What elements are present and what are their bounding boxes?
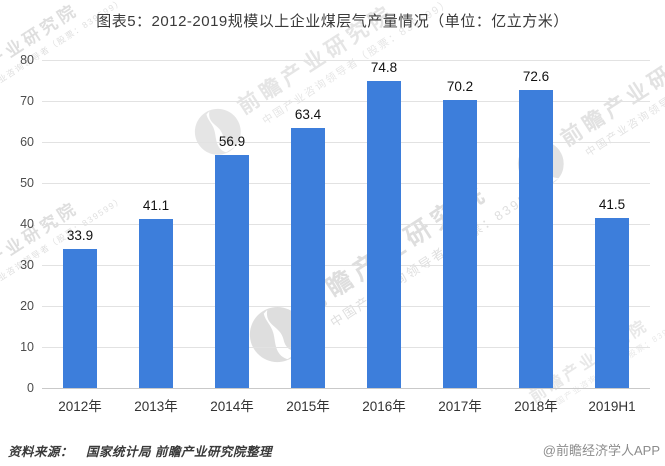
bar-value-label: 74.8 bbox=[370, 60, 398, 76]
gridline bbox=[42, 265, 650, 266]
x-axis-tick-label: 2013年 bbox=[134, 399, 178, 414]
bar-2013年 bbox=[139, 219, 173, 388]
bar-value-label: 63.4 bbox=[294, 107, 322, 123]
bar-value-label: 70.2 bbox=[446, 79, 474, 95]
y-axis-tick-label: 40 bbox=[20, 217, 34, 231]
x-axis-tick-label: 2016年 bbox=[362, 399, 406, 414]
gridline bbox=[42, 183, 650, 184]
chart-title: 图表5：2012-2019规模以上企业煤层气产量情况（单位：亿立方米） bbox=[96, 13, 569, 30]
gridline bbox=[42, 101, 650, 102]
gridline bbox=[42, 60, 650, 61]
bar-2017年 bbox=[443, 100, 477, 388]
x-axis-tick-label: 2019H1 bbox=[588, 399, 636, 414]
bar-2015年 bbox=[291, 128, 325, 388]
y-axis-tick-label: 70 bbox=[20, 94, 34, 108]
gridline bbox=[42, 224, 650, 225]
y-axis-tick-label: 50 bbox=[20, 176, 34, 190]
y-axis-tick-label: 80 bbox=[20, 53, 34, 67]
bar-2014年 bbox=[215, 154, 249, 388]
x-axis-tick-label: 2014年 bbox=[210, 399, 254, 414]
bar-value-label: 72.6 bbox=[522, 69, 550, 85]
y-axis-tick-label: 20 bbox=[20, 299, 34, 313]
y-axis-tick-label: 60 bbox=[20, 135, 34, 149]
gridline bbox=[42, 142, 650, 143]
bar-2019H1 bbox=[595, 217, 629, 388]
source-note: 资料来源： 国家统计局 前瞻产业研究院整理 bbox=[8, 445, 272, 459]
bar-value-label: 56.9 bbox=[218, 133, 246, 149]
bar-2018年 bbox=[519, 90, 553, 388]
bar-value-label: 33.9 bbox=[66, 228, 94, 243]
x-axis-tick-label: 2018年 bbox=[514, 399, 558, 414]
x-axis-line bbox=[42, 388, 650, 389]
y-axis-tick-label: 0 bbox=[27, 381, 34, 395]
x-axis-tick-label: 2015年 bbox=[286, 399, 330, 414]
gridline bbox=[42, 347, 650, 348]
bar-value-label: 41.1 bbox=[142, 198, 170, 214]
bar-2016年 bbox=[367, 81, 401, 388]
y-axis-tick-label: 30 bbox=[20, 258, 34, 272]
bar-value-label: 41.5 bbox=[598, 196, 626, 212]
gridline bbox=[42, 306, 650, 307]
x-axis-tick-label: 2012年 bbox=[58, 399, 102, 414]
y-axis-tick-label: 10 bbox=[20, 340, 34, 354]
x-axis-tick-label: 2017年 bbox=[438, 399, 482, 414]
credit-note: @前瞻经济学人APP bbox=[542, 443, 660, 458]
bar-2012年 bbox=[63, 249, 97, 388]
